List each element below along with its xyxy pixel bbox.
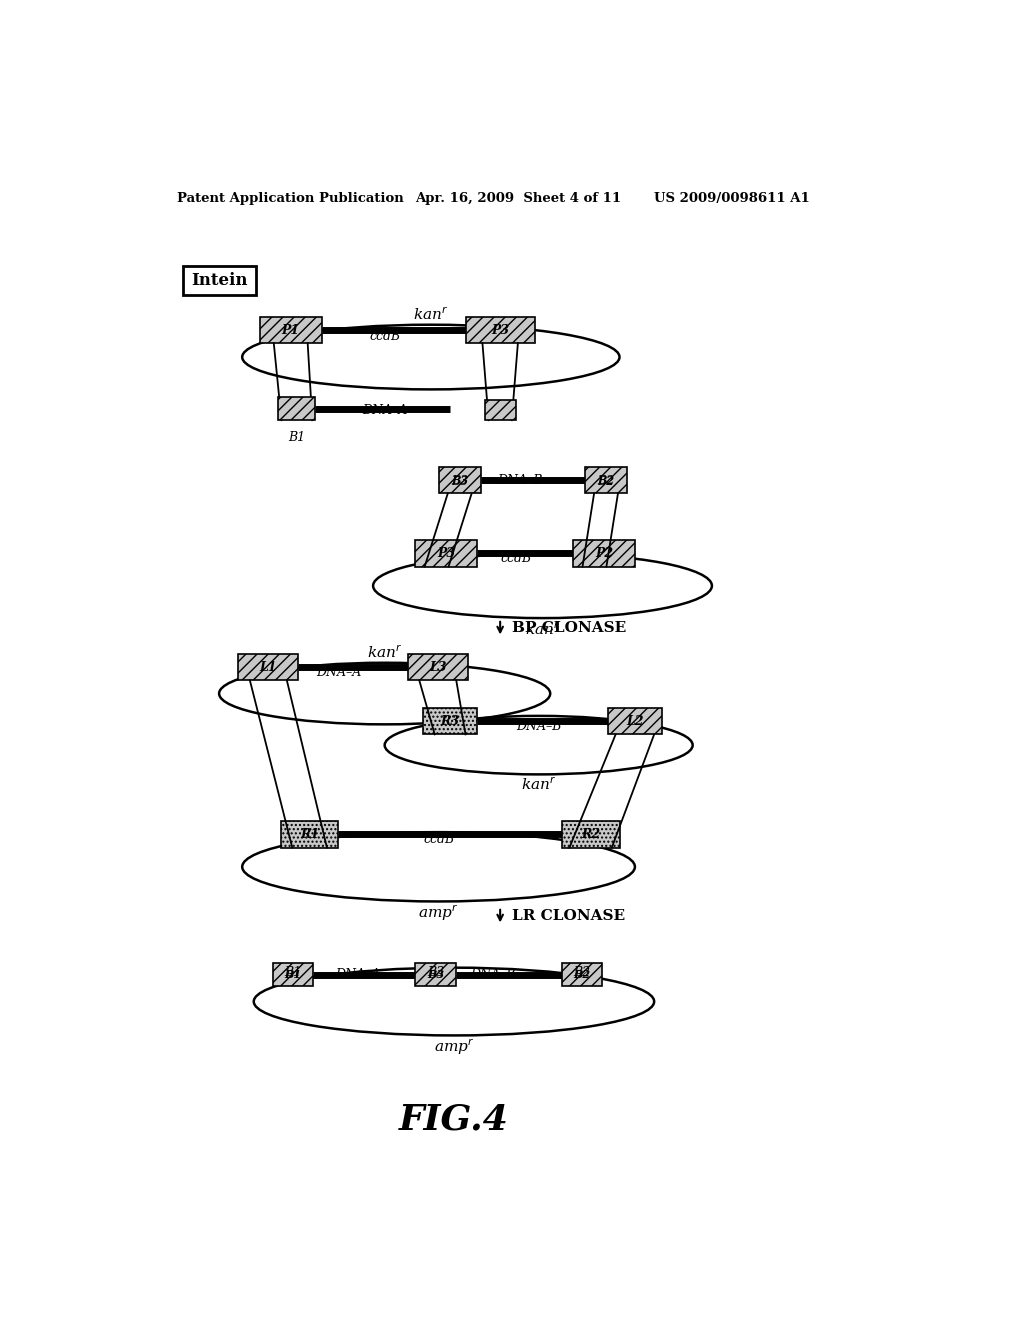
Bar — [438, 467, 481, 494]
Text: US 2009/0098611 A1: US 2009/0098611 A1 — [654, 191, 810, 205]
Bar — [484, 400, 515, 420]
Text: Patent Application Publication: Patent Application Publication — [177, 191, 403, 205]
Text: DNA–B: DNA–B — [497, 474, 542, 487]
Text: amp$^r$: amp$^r$ — [434, 1036, 474, 1057]
Text: L2: L2 — [626, 714, 644, 727]
Text: B1: B1 — [285, 969, 302, 979]
Bar — [281, 821, 339, 847]
Text: B2: B2 — [573, 969, 591, 979]
Text: DNA–B: DNA–B — [516, 721, 561, 733]
Text: DNA–B: DNA–B — [470, 968, 515, 981]
Bar — [279, 397, 315, 420]
Bar — [408, 655, 468, 681]
Bar — [239, 655, 298, 681]
Bar — [416, 540, 477, 566]
Bar — [608, 709, 662, 734]
Text: kan$^r$: kan$^r$ — [525, 620, 560, 638]
Text: R1: R1 — [300, 828, 319, 841]
Text: kan$^r$: kan$^r$ — [414, 305, 449, 322]
Bar — [585, 467, 628, 494]
Text: B3: B3 — [452, 475, 468, 486]
Bar — [484, 400, 515, 420]
Text: B3: B3 — [452, 474, 468, 487]
Text: B2: B2 — [597, 475, 614, 486]
Text: amp$^r$: amp$^r$ — [419, 903, 459, 923]
Bar — [416, 964, 456, 986]
Text: B1: B1 — [289, 430, 305, 444]
Text: P2: P2 — [595, 546, 613, 560]
Bar — [273, 964, 313, 986]
Text: DNA–A: DNA–A — [315, 667, 361, 680]
Text: DNA–A: DNA–A — [362, 404, 408, 417]
Bar — [562, 821, 620, 847]
Text: ccdB: ccdB — [423, 833, 454, 846]
Text: P3: P3 — [492, 323, 509, 337]
Text: R2: R2 — [581, 828, 600, 841]
Text: ccdB: ccdB — [369, 330, 400, 343]
Bar — [573, 540, 635, 566]
Bar — [466, 317, 535, 343]
Bar — [423, 709, 477, 734]
Bar — [260, 317, 322, 343]
Text: R3: R3 — [440, 714, 460, 727]
Text: B1: B1 — [285, 966, 302, 979]
Text: FIG.4: FIG.4 — [399, 1102, 509, 1137]
Bar — [183, 267, 256, 296]
Bar — [438, 467, 481, 494]
Text: B3: B3 — [427, 969, 444, 979]
Bar — [416, 540, 477, 566]
Bar — [281, 821, 339, 847]
Text: B3: B3 — [427, 966, 444, 979]
Bar — [273, 964, 313, 986]
Bar — [562, 964, 602, 986]
Bar — [608, 709, 662, 734]
Text: L3: L3 — [429, 661, 446, 675]
Bar — [279, 397, 315, 420]
Bar — [562, 964, 602, 986]
Text: ccdB: ccdB — [500, 552, 531, 565]
Text: L1: L1 — [260, 661, 278, 675]
Text: BP CLONASE: BP CLONASE — [512, 622, 627, 635]
Bar — [562, 821, 620, 847]
Text: kan$^r$: kan$^r$ — [367, 643, 402, 660]
Bar — [260, 317, 322, 343]
Text: B2: B2 — [573, 966, 591, 979]
Text: B2: B2 — [597, 474, 614, 487]
Text: LR CLONASE: LR CLONASE — [512, 909, 626, 923]
Text: P3: P3 — [437, 546, 456, 560]
Text: Intein: Intein — [191, 272, 248, 289]
Bar — [416, 964, 456, 986]
Text: Apr. 16, 2009  Sheet 4 of 11: Apr. 16, 2009 Sheet 4 of 11 — [416, 191, 622, 205]
Bar — [573, 540, 635, 566]
Text: P1: P1 — [282, 323, 300, 337]
Bar — [466, 317, 535, 343]
Bar — [239, 655, 298, 681]
Text: kan$^r$: kan$^r$ — [521, 776, 556, 793]
Bar — [408, 655, 468, 681]
Text: DNA–A: DNA–A — [335, 968, 380, 981]
Bar — [585, 467, 628, 494]
Bar — [423, 709, 477, 734]
